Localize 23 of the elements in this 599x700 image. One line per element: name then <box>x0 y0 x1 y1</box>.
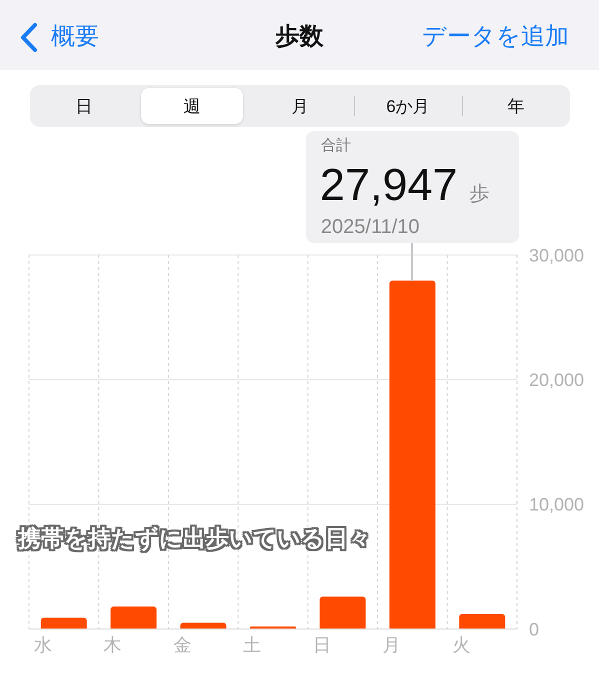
y-tick-label: 10,000 <box>529 494 584 515</box>
y-tick-label: 30,000 <box>529 245 584 266</box>
y-tick-label: 20,000 <box>529 370 584 390</box>
bar <box>459 614 506 629</box>
text: 概要 <box>51 22 99 52</box>
x-tick-label: 水 <box>34 635 52 655</box>
bar <box>320 596 366 629</box>
y-tick-label: 0 <box>529 619 540 640</box>
x-tick-label: 火 <box>452 635 470 655</box>
chart-title: 歩数 <box>276 23 324 50</box>
x-tick-label: 木 <box>104 635 122 655</box>
tooltip-panel: 合計 27,947 歩 2025/11/10 <box>306 131 519 243</box>
x-tick-label: 日 <box>312 635 331 655</box>
segmented-control: 日 週 月 6か月 年 <box>30 85 570 127</box>
x-tick-label: 土 <box>243 635 262 655</box>
x-tick-label: 月 <box>382 635 401 655</box>
bar <box>110 606 157 629</box>
bar <box>389 280 436 629</box>
data-label: 27,947 <box>320 159 458 210</box>
annotation: 携帯を持たずに出歩いている日々 <box>18 523 371 554</box>
text: データを追加 <box>422 22 569 52</box>
bar <box>40 618 87 629</box>
x-tick-label: 金 <box>173 635 192 655</box>
